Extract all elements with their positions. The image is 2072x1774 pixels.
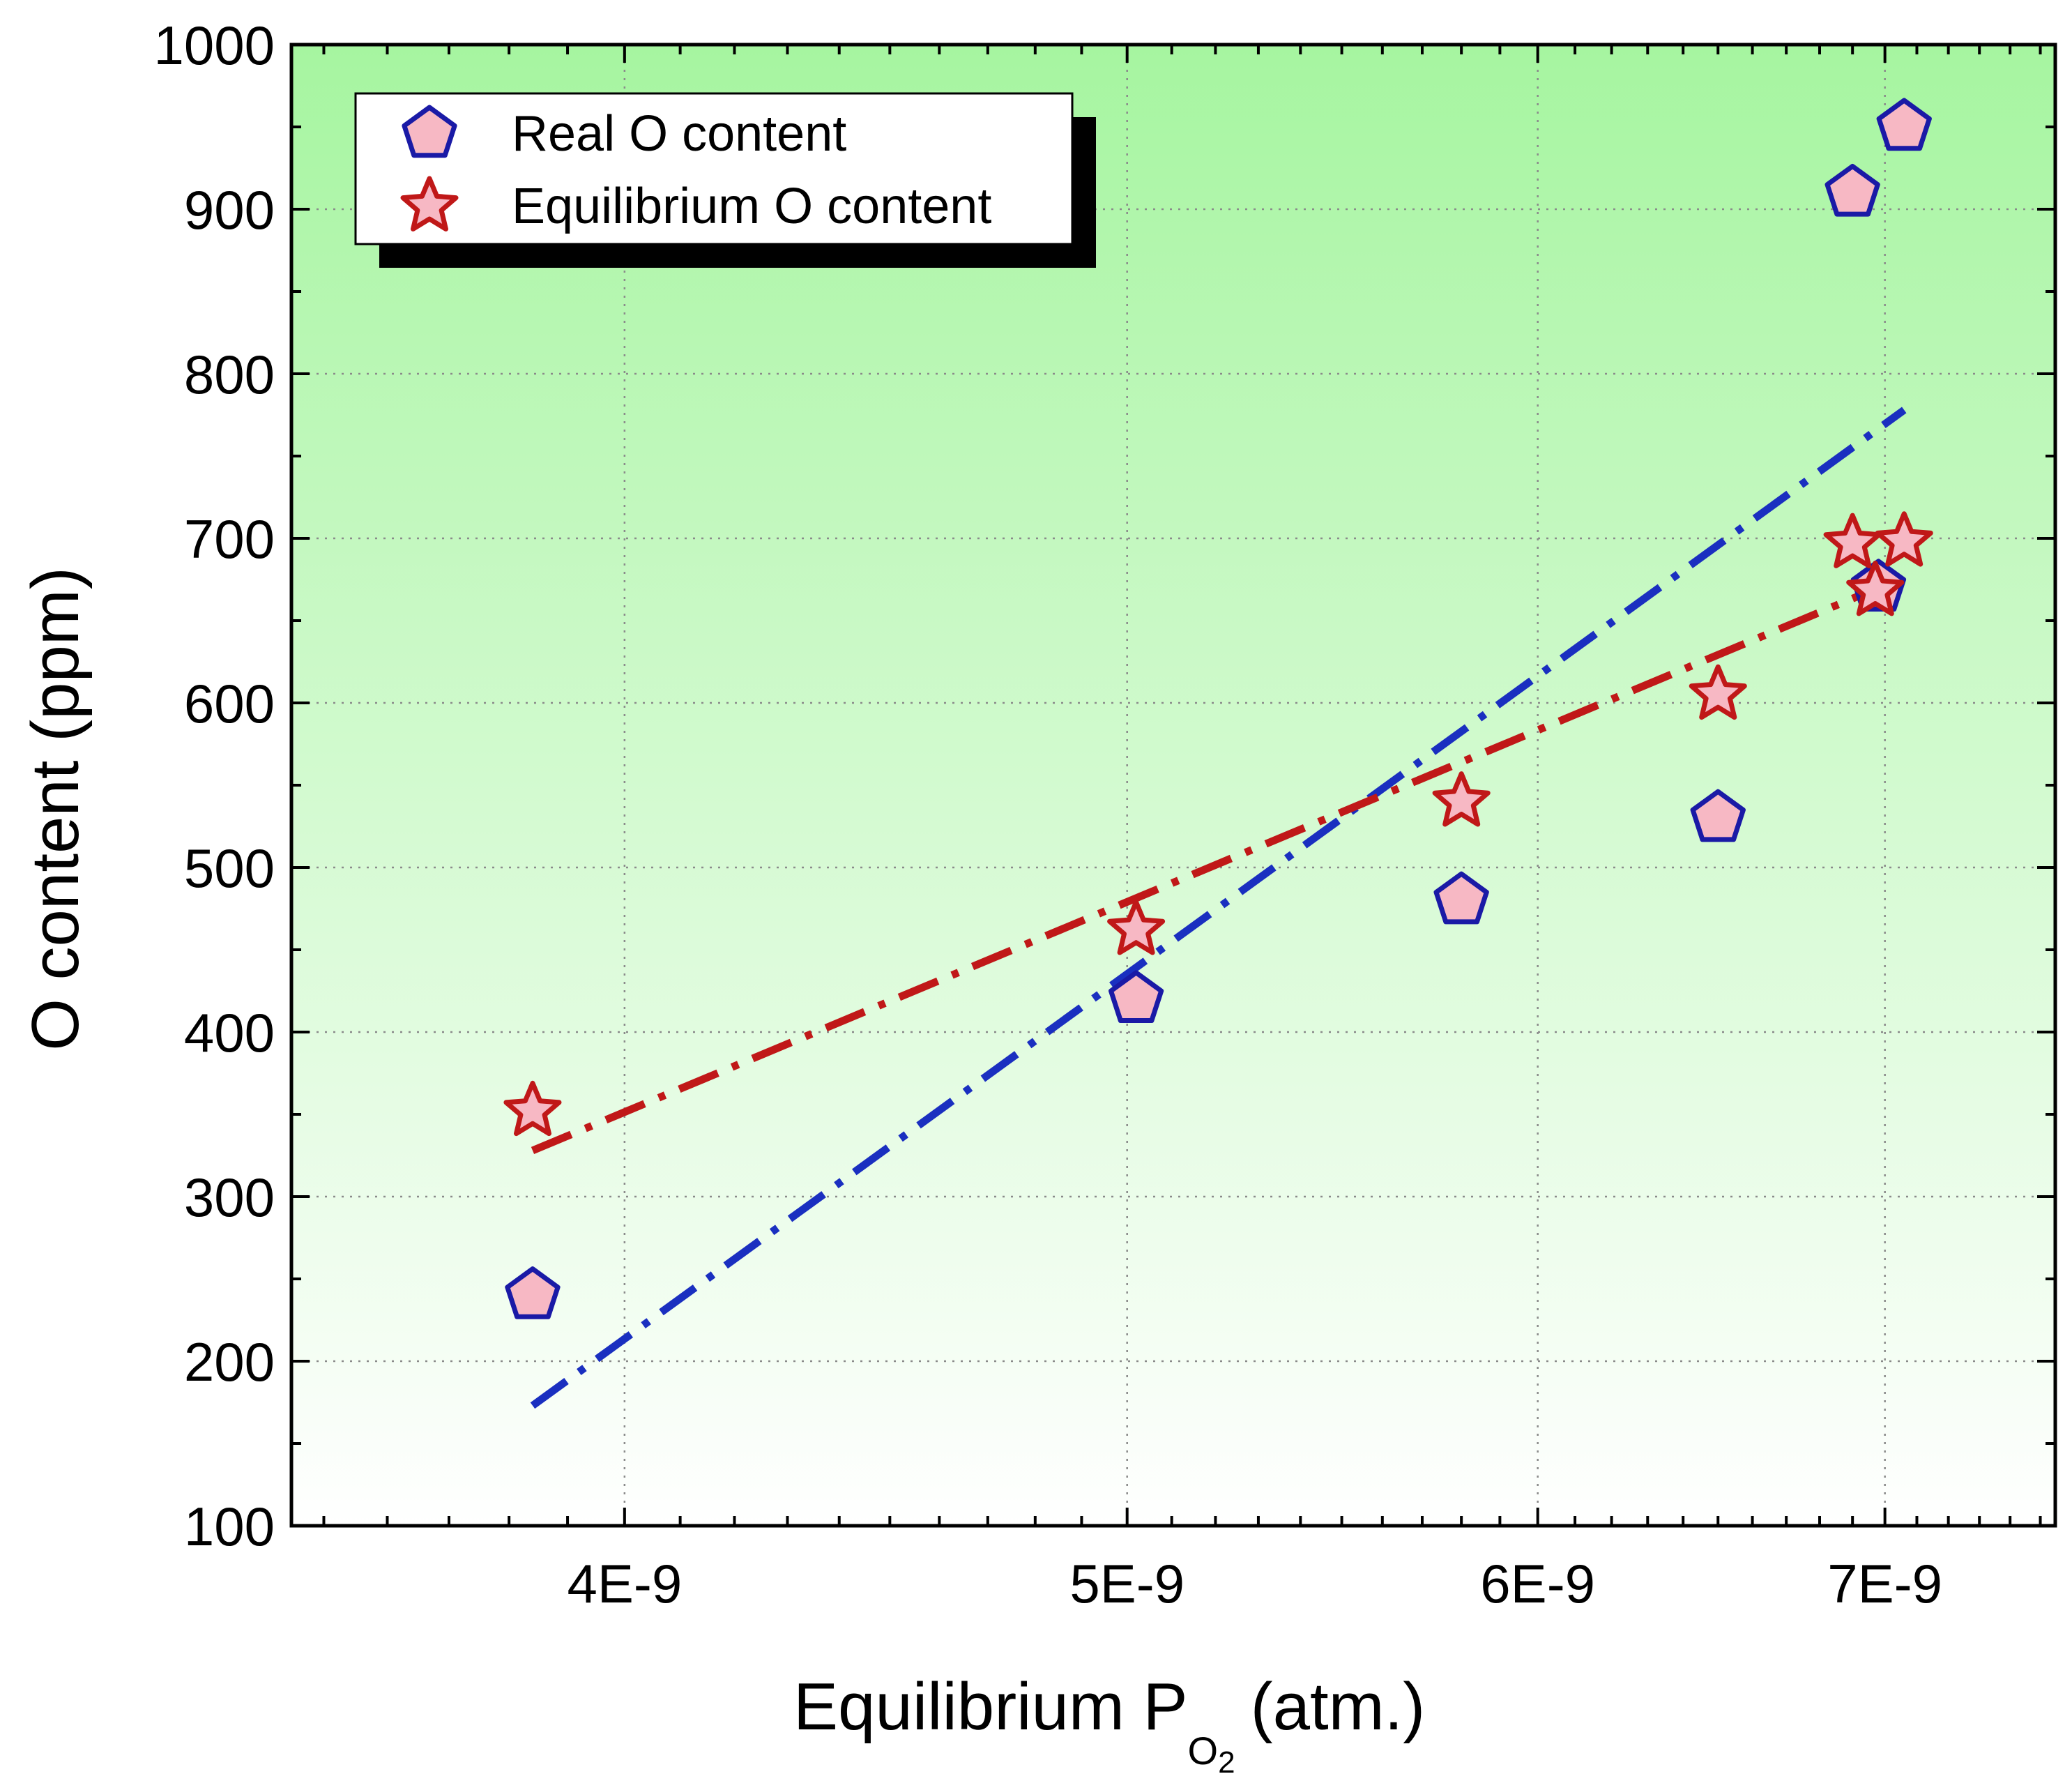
y-tick-labels: 100 200 300 400 500 600 700 800 900 1000 bbox=[153, 15, 275, 1557]
equilibrium-o-point bbox=[1875, 511, 1933, 567]
x-tick-label: 5E-9 bbox=[1069, 1553, 1184, 1614]
real-o-point bbox=[1690, 789, 1746, 842]
x-axis-title-unit: (atm.) bbox=[1251, 1669, 1426, 1744]
y-tick-label: 400 bbox=[184, 1002, 275, 1063]
equilibrium-o-point bbox=[1107, 900, 1166, 955]
x-tick-label: 6E-9 bbox=[1480, 1553, 1595, 1614]
y-tick-label: 700 bbox=[184, 508, 275, 570]
legend-pentagon-marker bbox=[402, 105, 457, 158]
y-tick-label: 800 bbox=[184, 344, 275, 405]
legend-label-real-o: Real O content bbox=[512, 106, 846, 162]
x-tick-label: 7E-9 bbox=[1827, 1553, 1942, 1614]
x-axis-title-subscript-num: 2 bbox=[1218, 1745, 1235, 1774]
legend-star-marker bbox=[400, 176, 459, 232]
fit-line-series-1 bbox=[531, 584, 1880, 1154]
y-tick-label: 900 bbox=[184, 179, 275, 241]
axis-ticks bbox=[291, 43, 2055, 1527]
fit-line-series-0 bbox=[530, 407, 1907, 1409]
x-tick-labels: 4E-9 5E-9 6E-9 7E-9 bbox=[567, 1553, 1942, 1614]
x-axis-title: Equilibrium PO2 (atm.) bbox=[793, 1669, 1425, 1774]
real-o-point bbox=[1876, 98, 1932, 151]
real-o-point bbox=[1825, 163, 1880, 217]
fit-lines bbox=[530, 407, 1907, 1409]
data-markers bbox=[503, 98, 1933, 1319]
legend-marker-equilibrium-o bbox=[400, 176, 459, 232]
y-tick-label: 200 bbox=[184, 1331, 275, 1393]
y-tick-label: 1000 bbox=[153, 15, 275, 76]
equilibrium-o-point bbox=[503, 1080, 562, 1137]
y-tick-label: 300 bbox=[184, 1167, 275, 1228]
y-tick-label: 100 bbox=[184, 1496, 275, 1557]
legend: Real O content Equilibrium O content bbox=[354, 92, 1096, 268]
y-tick-label: 600 bbox=[184, 673, 275, 734]
real-o-point bbox=[1109, 970, 1164, 1023]
legend-box bbox=[354, 92, 1074, 245]
x-tick-label: 4E-9 bbox=[567, 1553, 682, 1614]
real-o-point bbox=[1433, 871, 1489, 925]
plot-background bbox=[291, 45, 2055, 1526]
legend-label-equilibrium-o: Equilibrium O content bbox=[512, 179, 991, 234]
y-axis-title: O content (ppm) bbox=[18, 567, 93, 1051]
legend-marker-real-o bbox=[402, 105, 457, 158]
x-axis-title-subscript-base: O bbox=[1188, 1729, 1219, 1773]
equilibrium-o-point bbox=[1689, 664, 1747, 720]
x-axis-title-main: Equilibrium P bbox=[793, 1669, 1188, 1744]
equilibrium-o-point bbox=[1432, 771, 1491, 827]
y-tick-label: 500 bbox=[184, 837, 275, 899]
equilibrium-o-point bbox=[1846, 561, 1905, 616]
equilibrium-o-point bbox=[1823, 513, 1882, 568]
real-o-point bbox=[505, 1266, 561, 1319]
